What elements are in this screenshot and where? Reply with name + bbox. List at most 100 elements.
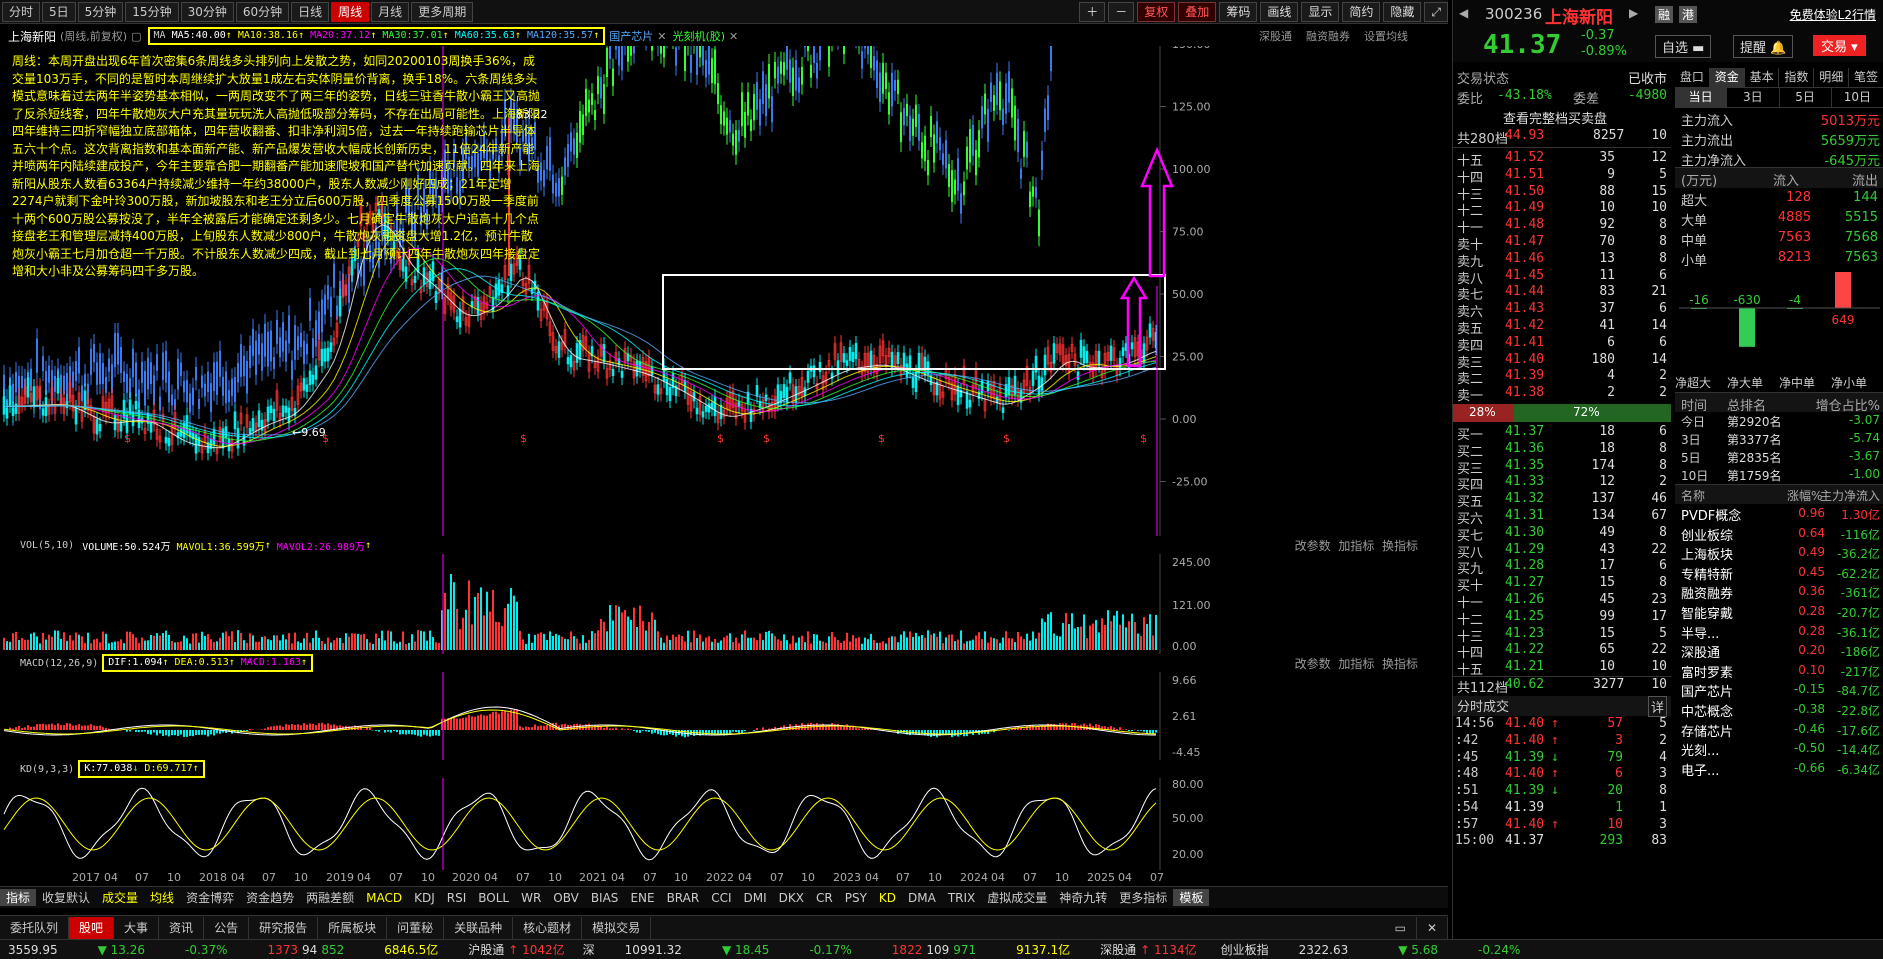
bottom-tab[interactable]: 大事 — [114, 916, 160, 939]
period-button[interactable]: 更多周期 — [411, 1, 474, 22]
macd-tools[interactable]: 改参数 加指标 换指标 — [1294, 656, 1418, 671]
period-button[interactable]: 周线 — [331, 1, 370, 22]
bottom-tab[interactable]: 关联品种 — [444, 916, 514, 939]
full-book-button[interactable]: 查看完整档买卖盘 — [1503, 112, 1608, 127]
sell-level[interactable]: 卖四 41.41 6 6 — [1457, 334, 1667, 354]
sector-row[interactable]: 存储芯片 -0.46 -17.6亿 — [1681, 721, 1880, 740]
sell-level[interactable]: 十三 41.50 88 15 — [1457, 183, 1667, 203]
buy-level[interactable]: 买三 41.35 174 8 — [1457, 457, 1667, 477]
buy-level[interactable]: 买十 41.27 15 8 — [1457, 575, 1667, 595]
bottom-tab[interactable]: 委托队列 — [0, 916, 70, 939]
sell-level[interactable]: 卖一 41.38 2 2 — [1457, 385, 1667, 405]
buy-level[interactable]: 买二 41.36 18 8 — [1457, 440, 1667, 460]
indicator-tab[interactable]: 虚拟成交量 — [987, 891, 1048, 905]
indicator-tab[interactable]: CR — [816, 890, 833, 905]
indicator-tab[interactable]: BRAR — [666, 890, 700, 905]
buy-level[interactable]: 买一 41.37 18 6 — [1457, 423, 1667, 443]
buy-level[interactable]: 买六 41.31 134 67 — [1457, 507, 1667, 527]
chart-tool-button[interactable]: 复权 — [1137, 1, 1176, 22]
capital-tab[interactable]: 明细 — [1814, 68, 1850, 87]
period-button[interactable]: 15分钟 — [125, 1, 179, 22]
indicator-tab[interactable]: PSY — [844, 890, 867, 905]
restore-icon[interactable]: ▭ — [1385, 916, 1417, 939]
remind-button[interactable]: 提醒 🔔 — [1733, 35, 1794, 58]
sector-row[interactable]: 创业板综 0.64 -116亿 — [1681, 525, 1880, 544]
indicator-tab[interactable]: DMA — [908, 890, 936, 905]
capital-tab[interactable]: 笔签 — [1849, 68, 1883, 87]
link-sgt[interactable]: 深股通 — [1259, 30, 1292, 43]
indicator-tab[interactable]: 资金博弈 — [186, 891, 235, 905]
sector-row[interactable]: 中芯概念 -0.38 -22.8亿 — [1681, 701, 1880, 720]
bottom-tab[interactable]: 模拟交易 — [582, 916, 652, 939]
bottom-tab[interactable]: 资讯 — [159, 916, 205, 939]
buy-level[interactable]: 买七 41.30 49 8 — [1457, 524, 1667, 544]
overlay-litho[interactable]: 光刻机(胶) — [672, 30, 726, 43]
indicator-tab[interactable]: 成交量 — [102, 891, 139, 905]
l2-promo-link[interactable]: 免费体验L2行情 — [1789, 8, 1876, 22]
sell-level[interactable]: 十二 41.49 10 10 — [1457, 200, 1667, 220]
indicator-tab[interactable]: BOLL — [478, 890, 510, 905]
indicator-tab[interactable]: CCI — [711, 890, 732, 905]
capital-subtab[interactable]: 5日 — [1780, 88, 1832, 107]
sector-row[interactable]: 光刻... -0.50 -14.4亿 — [1681, 741, 1880, 760]
sell-level[interactable]: 十五 41.52 35 12 — [1457, 150, 1667, 169]
chart-tool-button[interactable]: 筹码 — [1219, 1, 1258, 22]
overlay-close-icon[interactable]: ✕ — [729, 29, 739, 43]
indicator-tab[interactable]: WR — [521, 890, 542, 905]
capital-subtab[interactable]: 3日 — [1727, 88, 1780, 107]
period-button[interactable]: 月线 — [371, 1, 410, 22]
indicator-tab[interactable]: 收复默认 — [42, 891, 91, 905]
sell-level[interactable]: 卖三 41.40 180 14 — [1457, 351, 1667, 371]
period-button[interactable]: 30分钟 — [180, 1, 234, 22]
chart-tool-button[interactable]: 显示 — [1301, 1, 1340, 22]
sector-row[interactable]: 上海板块 0.49 -36.2亿 — [1681, 545, 1880, 564]
chart-tool-button[interactable]: 画线 — [1260, 1, 1299, 22]
sector-row[interactable]: PVDF概念 0.96 1.30亿 — [1681, 506, 1880, 524]
sector-row[interactable]: 富时罗素 0.10 -217亿 — [1681, 662, 1880, 681]
indicator-tab[interactable]: 更多指标 — [1119, 891, 1168, 905]
link-ma-settings[interactable]: 设置均线 — [1364, 30, 1408, 43]
capital-tab[interactable]: 指数 — [1779, 68, 1815, 87]
capital-subtab[interactable]: 当日 — [1675, 88, 1728, 107]
vol-tools[interactable]: 改参数 加指标 换指标 — [1294, 538, 1418, 553]
indicator-tab[interactable]: 指标 — [0, 889, 37, 906]
prev-stock-icon[interactable]: ◀ — [1459, 6, 1469, 20]
buy-level[interactable]: 买五 41.32 137 46 — [1457, 491, 1667, 511]
period-button[interactable]: 5日 — [42, 1, 76, 22]
period-button[interactable]: 分时 — [2, 1, 41, 22]
next-stock-icon[interactable]: ▶ — [1629, 6, 1639, 20]
chart-tool-button[interactable]: 简约 — [1342, 1, 1381, 22]
capital-tab[interactable]: 资金 — [1709, 68, 1745, 87]
indicator-tab[interactable]: 模板 — [1173, 889, 1210, 906]
overlay-close-icon[interactable]: ✕ — [657, 29, 667, 43]
sell-level[interactable]: 十四 41.51 9 5 — [1457, 166, 1667, 186]
capital-tab[interactable]: 基本 — [1745, 68, 1780, 87]
bottom-tab[interactable]: 核心题材 — [513, 916, 583, 939]
watchlist-button[interactable]: 自选 ▬ — [1655, 35, 1712, 58]
indicator-tab[interactable]: TRIX — [947, 890, 976, 905]
indicator-tab[interactable]: DKX — [778, 890, 804, 905]
buy-level[interactable]: 买九 41.28 17 6 — [1457, 558, 1667, 578]
indicator-tab[interactable]: 资金趋势 — [246, 891, 295, 905]
indicator-tab[interactable]: KDJ — [414, 890, 435, 905]
bottom-tab[interactable]: 公告 — [204, 916, 250, 939]
sell-level[interactable]: 卖九 41.46 13 8 — [1457, 250, 1667, 270]
buy-level[interactable]: 十二 41.25 99 17 — [1457, 608, 1667, 628]
buy-level[interactable]: 十三 41.23 15 5 — [1457, 625, 1667, 645]
link-margin[interactable]: 融资融券 — [1306, 30, 1350, 43]
sell-level[interactable]: 卖十 41.47 70 8 — [1457, 233, 1667, 253]
indicator-tab[interactable]: 神奇九转 — [1059, 891, 1108, 905]
sell-level[interactable]: 卖二 41.39 4 2 — [1457, 368, 1667, 388]
buy-level[interactable]: 买四 41.33 12 2 — [1457, 474, 1667, 494]
trades-detail-button[interactable]: 详 — [1647, 695, 1667, 717]
sector-row[interactable]: 融资融券 0.36 -361亿 — [1681, 584, 1880, 603]
indicator-tab[interactable]: 均线 — [150, 891, 175, 905]
sell-level[interactable]: 卖五 41.42 41 14 — [1457, 317, 1667, 337]
fullscreen-icon[interactable]: ⤢ — [1424, 1, 1448, 22]
chart-tool-button[interactable]: 叠加 — [1178, 1, 1217, 22]
capital-tab[interactable]: 盘口 — [1675, 68, 1710, 87]
overlay-chip[interactable]: 国产芯片 — [609, 30, 654, 43]
indicator-tab[interactable]: BIAS — [590, 890, 619, 905]
